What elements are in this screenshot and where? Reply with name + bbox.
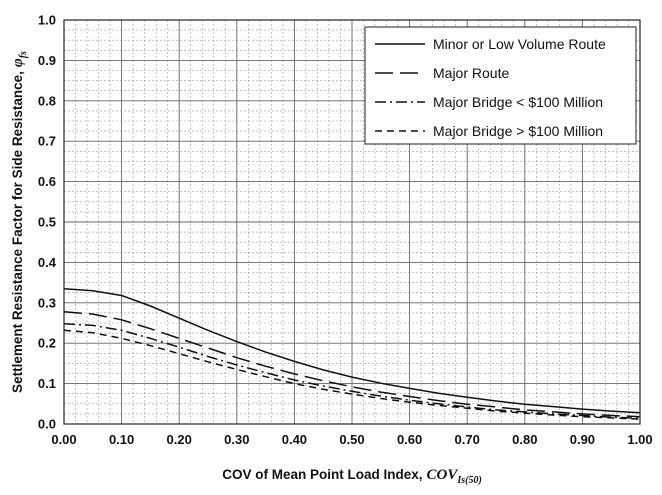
plot-frame — [63, 19, 641, 425]
x-tick-label: 1.00 — [627, 432, 652, 447]
y-axis-subscript: fs — [18, 51, 29, 58]
x-axis-label: COV of Mean Point Load Index, COVIs(50) — [222, 467, 482, 486]
y-tick-label: 1.0 — [38, 13, 56, 28]
y-tick-label: 0.1 — [38, 376, 56, 391]
x-tick-label: 0.20 — [167, 432, 192, 447]
legend-label: Major Bridge < $100 Million — [433, 94, 603, 110]
y-tick-label: 0.3 — [38, 295, 56, 310]
x-axis-subscript: Is(50) — [456, 475, 481, 486]
x-tick-label: 0.40 — [282, 432, 307, 447]
y-tick-label: 0.0 — [38, 417, 56, 432]
major-gridlines — [64, 20, 640, 424]
y-tick-label: 0.7 — [38, 134, 56, 149]
y-tick-label: 0.8 — [38, 93, 56, 108]
series-line-1 — [63, 287, 641, 414]
series-line-4 — [63, 329, 641, 420]
y-tick-label: 0.2 — [38, 336, 56, 351]
series-line-3 — [63, 323, 641, 420]
legend-label: Minor or Low Volume Route — [433, 36, 606, 52]
x-tick-label: 0.80 — [512, 432, 537, 447]
series-line-2 — [63, 310, 641, 418]
x-tick-label: 0.10 — [109, 432, 134, 447]
legend-label: Major Bridge > $100 Million — [433, 123, 603, 139]
y-axis-label-text: Settlement Resistance Factor for Side Re… — [10, 71, 25, 393]
legend-label: Major Route — [433, 65, 509, 81]
x-tick-labels: 0.00 0.10 0.20 0.30 0.40 0.50 0.60 0.70 0.80 0.90… — [51, 432, 652, 447]
legend: Minor or Low Volume Route Major Route Majo… — [364, 26, 637, 145]
y-tick-label: 0.4 — [38, 255, 57, 270]
x-tick-label: 0.50 — [339, 432, 364, 447]
y-tick-label: 0.9 — [38, 53, 56, 68]
y-tick-label: 0.5 — [38, 215, 56, 230]
y-tick-label: 0.6 — [38, 174, 56, 189]
y-axis-variable: φ — [10, 58, 26, 67]
x-axis-variable: COV — [426, 467, 459, 483]
y-axis-label: Settlement Resistance Factor for Side Re… — [10, 51, 29, 393]
x-axis-label-text: COV of Mean Point Load Index, — [222, 467, 422, 482]
y-tick-labels: 0.0 0.1 0.2 0.3 0.4 0.5 0.6 0.7 0.8 0.9 1.0 — [38, 13, 57, 432]
legend-box — [364, 26, 637, 145]
x-tick-label: 0.90 — [570, 432, 595, 447]
x-tick-label: 0.60 — [397, 432, 422, 447]
series-lines — [63, 287, 641, 420]
x-tick-label: 0.00 — [51, 432, 76, 447]
x-tick-label: 0.30 — [224, 432, 249, 447]
x-tick-label: 0.70 — [455, 432, 480, 447]
